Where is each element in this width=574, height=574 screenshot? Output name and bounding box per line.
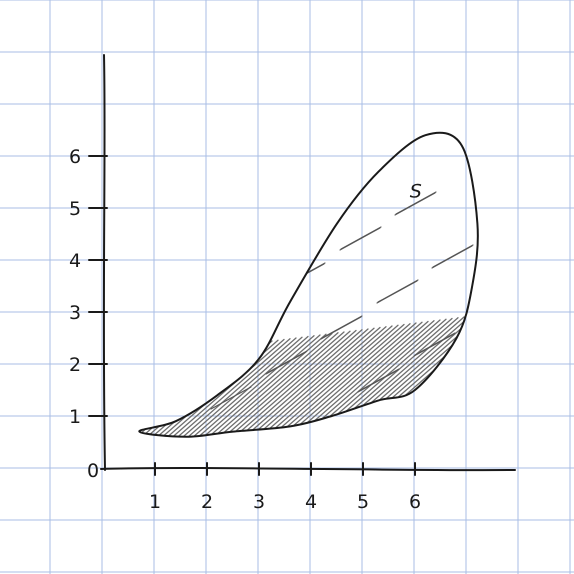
region-s-shading: [139, 133, 478, 437]
x-tick-label: 3: [253, 491, 265, 513]
hatch-stroke: [0, 359, 128, 499]
region-s-boundary: [138, 131, 479, 438]
hatch-stroke: [171, 332, 333, 437]
hatch-stroke: [0, 358, 134, 498]
hatch-stroke: [0, 364, 92, 504]
hatch-stroke: [183, 331, 345, 437]
hatch-stroke: [139, 338, 291, 437]
hatch-stroke: [414, 332, 456, 356]
y-tick-label: 5: [69, 198, 81, 220]
y-axis-ticks: 1 2 3 4 5 6: [69, 146, 108, 428]
hatch-stroke: [231, 325, 393, 437]
x-axis-ticks: 1 2 3 4 5 6: [149, 462, 421, 513]
hatch-stroke: [210, 386, 252, 410]
y-tick-label: 4: [69, 250, 81, 272]
hatch-stroke: [225, 326, 387, 437]
hatch-stroke: [139, 350, 195, 437]
hatch-stroke: [139, 350, 189, 437]
y-tick-label: 2: [69, 354, 81, 376]
hatch-stroke: [358, 368, 400, 392]
hatch-stroke: [228, 298, 270, 322]
hatch-stroke: [165, 333, 327, 437]
x-tick-label: 6: [409, 491, 421, 513]
hatch-stroke: [189, 330, 351, 437]
hatch-stroke: [201, 329, 363, 437]
hatch-stroke: [340, 226, 382, 250]
hatch-stroke: [249, 323, 411, 437]
x-tick-label: 4: [305, 491, 317, 513]
hatch-stroke: [246, 210, 288, 234]
hatch-stroke: [139, 353, 165, 437]
y-tick-label: 6: [69, 146, 81, 168]
origin-label: 0: [87, 460, 99, 482]
hatch-stroke: [0, 363, 98, 503]
hatch-stroke: [177, 332, 339, 437]
hatch-stroke: [261, 321, 423, 437]
hatch-stroke: [229, 297, 271, 321]
hatch-stroke: [243, 323, 405, 437]
hatch-stroke: [266, 350, 308, 374]
hatch-stroke: [213, 327, 375, 437]
hatch-stroke: [153, 335, 315, 437]
hatch-stroke: [321, 315, 363, 339]
hatch-stroke: [219, 326, 381, 437]
hatch-stroke: [139, 338, 285, 437]
hatch-stroke: [0, 364, 86, 504]
x-tick-label: 1: [149, 491, 161, 513]
hatch-stroke: [237, 324, 399, 437]
y-tick-label: 1: [69, 406, 81, 428]
y-tick-label: 3: [69, 302, 81, 324]
hatch-stroke: [432, 244, 474, 268]
hatch-stroke: [195, 329, 357, 437]
hatch-stroke: [0, 365, 80, 505]
region-label-s: S: [410, 181, 422, 203]
hatch-stroke: [395, 191, 437, 215]
hatch-stroke: [139, 337, 297, 437]
hatch-stroke: [273, 320, 435, 437]
hatch-stroke: [209, 157, 251, 181]
hatch-stroke: [207, 328, 369, 437]
x-axis-line: [100, 467, 516, 472]
region-s-hatching: [0, 157, 478, 505]
y-axis-line: [102, 54, 106, 471]
hatch-stroke: [255, 322, 417, 437]
hatch-stroke: [377, 279, 419, 303]
x-tick-label: 2: [201, 491, 213, 513]
hatch-stroke: [141, 336, 303, 437]
x-tick-label: 5: [357, 491, 369, 513]
hatch-stroke: [267, 320, 429, 437]
hatch-stroke: [147, 335, 309, 437]
hatch-stroke: [247, 209, 289, 233]
hatch-stroke: [302, 174, 344, 198]
